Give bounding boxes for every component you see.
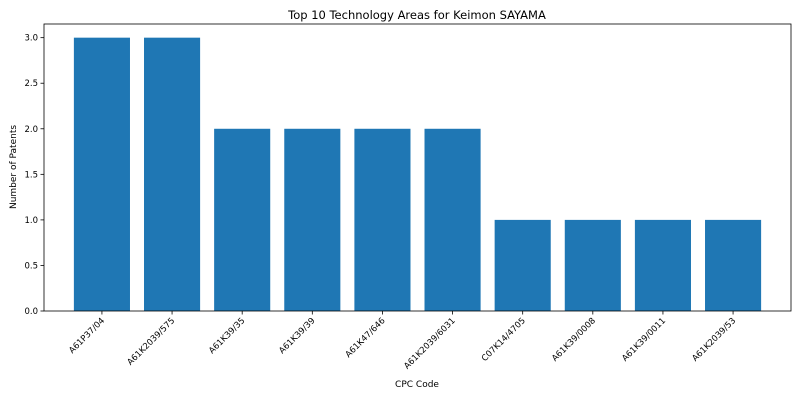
y-axis-label: Number of Patents [9,125,19,209]
x-tick-label: A61K39/35 [207,316,247,356]
y-tick-label: 2.5 [24,79,38,89]
y-tick-label: 0.0 [24,307,38,317]
x-tick-label: C07K14/4705 [480,316,528,364]
y-tick-label: 1.0 [24,216,38,226]
bar-7 [495,220,551,311]
y-tick-label: 2.0 [24,125,38,135]
y-axis: 0.0 0.5 1.0 1.5 2.0 2.5 3.0 [24,34,44,317]
x-tick-label: A61K39/0011 [620,316,668,364]
x-tick-label: A61K39/0008 [550,316,598,364]
bar-4 [284,129,340,311]
x-tick-label: A61K2039/6031 [402,316,457,371]
y-tick-label: 1.5 [24,170,38,180]
x-tick-label: A61K47/646 [344,316,388,360]
x-tick-label: A61K2039/53 [690,316,738,364]
bar-9 [635,220,691,311]
y-tick-label: 3.0 [24,34,38,44]
x-axis: A61P37/04 A61K2039/575 A61K39/35 A61K39/39 A… [67,311,738,371]
bar-8 [565,220,621,311]
x-axis-label: CPC Code [395,380,439,390]
x-tick-label: A61K39/39 [277,316,317,356]
chart-title: Top 10 Technology Areas for Keimon SAYAM… [287,8,546,22]
y-tick-label: 0.5 [24,261,38,271]
x-tick-label: A61K2039/575 [126,316,178,368]
bar-1 [74,38,130,311]
bar-6 [425,129,481,311]
bar-5 [354,129,410,311]
bar-3 [214,129,270,311]
x-tick-label: A61P37/04 [67,316,107,356]
bar-2 [144,38,200,311]
bar-10 [705,220,761,311]
bars-group [74,38,761,311]
